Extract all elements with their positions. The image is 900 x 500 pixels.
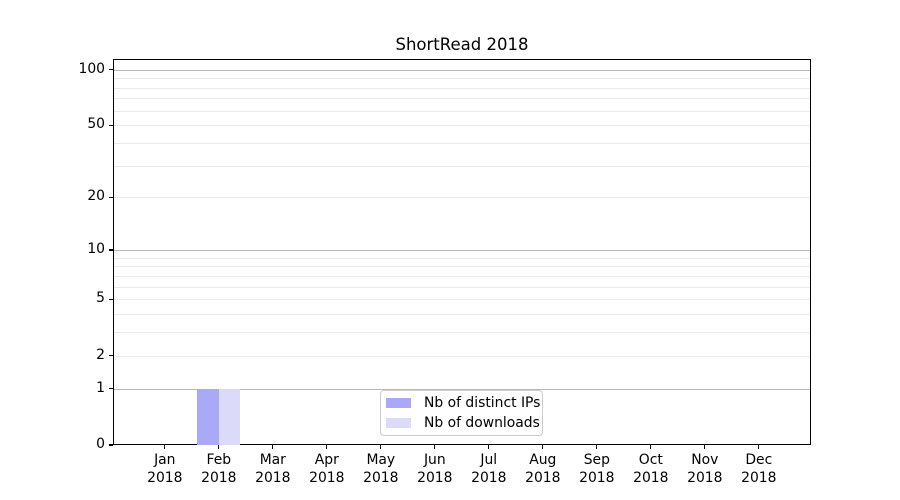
legend-item: Nb of downloads [386, 415, 540, 431]
minor-gridline [114, 299, 810, 301]
x-tick-mark [218, 445, 220, 449]
major-gridline [114, 69, 810, 71]
minor-gridline [114, 314, 810, 316]
minor-gridline [114, 87, 810, 89]
minor-gridline [114, 165, 810, 167]
x-tick-label: Nov 2018 [687, 452, 723, 486]
x-tick-label: May 2018 [363, 452, 399, 486]
minor-gridline [114, 266, 810, 268]
x-tick-label: Sep 2018 [579, 452, 615, 486]
y-tick-mark [108, 196, 113, 198]
y-tick-mark [108, 388, 113, 390]
y-tick-mark [108, 249, 113, 251]
minor-gridline [114, 110, 810, 112]
x-tick-mark [326, 445, 328, 449]
y-tick-label: 10 [87, 240, 105, 257]
y-tick-label: 1 [96, 379, 105, 396]
x-tick-mark [758, 445, 760, 449]
minor-gridline [114, 125, 810, 127]
x-tick-label: Aug 2018 [525, 452, 561, 486]
x-tick-mark [164, 445, 166, 449]
x-tick-mark [488, 445, 490, 449]
x-tick-mark [650, 445, 652, 449]
minor-gridline [114, 98, 810, 100]
legend-label: Nb of distinct IPs [424, 395, 541, 411]
x-tick-label: Oct 2018 [633, 452, 669, 486]
minor-gridline [114, 257, 810, 259]
x-tick-mark [434, 445, 436, 449]
x-tick-mark [380, 445, 382, 449]
bar [197, 388, 219, 445]
major-gridline [114, 249, 810, 251]
x-tick-label: Apr 2018 [309, 452, 345, 486]
legend-swatch [386, 397, 411, 409]
plot-area [113, 59, 811, 445]
legend: Nb of distinct IPs Nb of downloads [380, 390, 543, 436]
bar [218, 388, 241, 445]
x-tick-mark [272, 445, 274, 449]
y-tick-label: 5 [96, 290, 105, 307]
legend-swatch [386, 417, 411, 429]
y-tick-label: 2 [96, 346, 105, 363]
y-tick-label: 50 [87, 116, 105, 133]
minor-gridline [114, 142, 810, 144]
x-tick-label: Feb 2018 [201, 452, 237, 486]
legend-label: Nb of downloads [424, 415, 540, 431]
x-tick-mark [542, 445, 544, 449]
y-tick-label: 20 [87, 188, 105, 205]
chart-title: ShortRead 2018 [395, 35, 529, 54]
y-tick-label: 0 [96, 436, 105, 453]
y-tick-mark [108, 68, 113, 71]
x-tick-mark [704, 445, 706, 449]
major-gridline [114, 388, 810, 390]
y-tick-mark [108, 355, 113, 357]
y-tick-mark [108, 298, 113, 300]
minor-gridline [114, 78, 810, 80]
x-tick-label: Mar 2018 [255, 452, 291, 486]
legend-item: Nb of distinct IPs [386, 395, 540, 411]
x-tick-label: Jul 2018 [471, 452, 507, 486]
x-tick-mark [596, 445, 598, 449]
minor-gridline [114, 332, 810, 334]
minor-gridline [114, 197, 810, 199]
y-tick-mark [108, 124, 113, 126]
minor-gridline [114, 286, 810, 288]
minor-gridline [114, 275, 810, 277]
y-tick-mark [108, 444, 113, 446]
y-tick-label: 100 [78, 60, 105, 77]
minor-gridline [114, 355, 810, 357]
x-tick-label: Dec 2018 [741, 452, 777, 486]
x-tick-label: Jun 2018 [417, 452, 453, 486]
x-tick-label: Jan 2018 [147, 452, 183, 486]
